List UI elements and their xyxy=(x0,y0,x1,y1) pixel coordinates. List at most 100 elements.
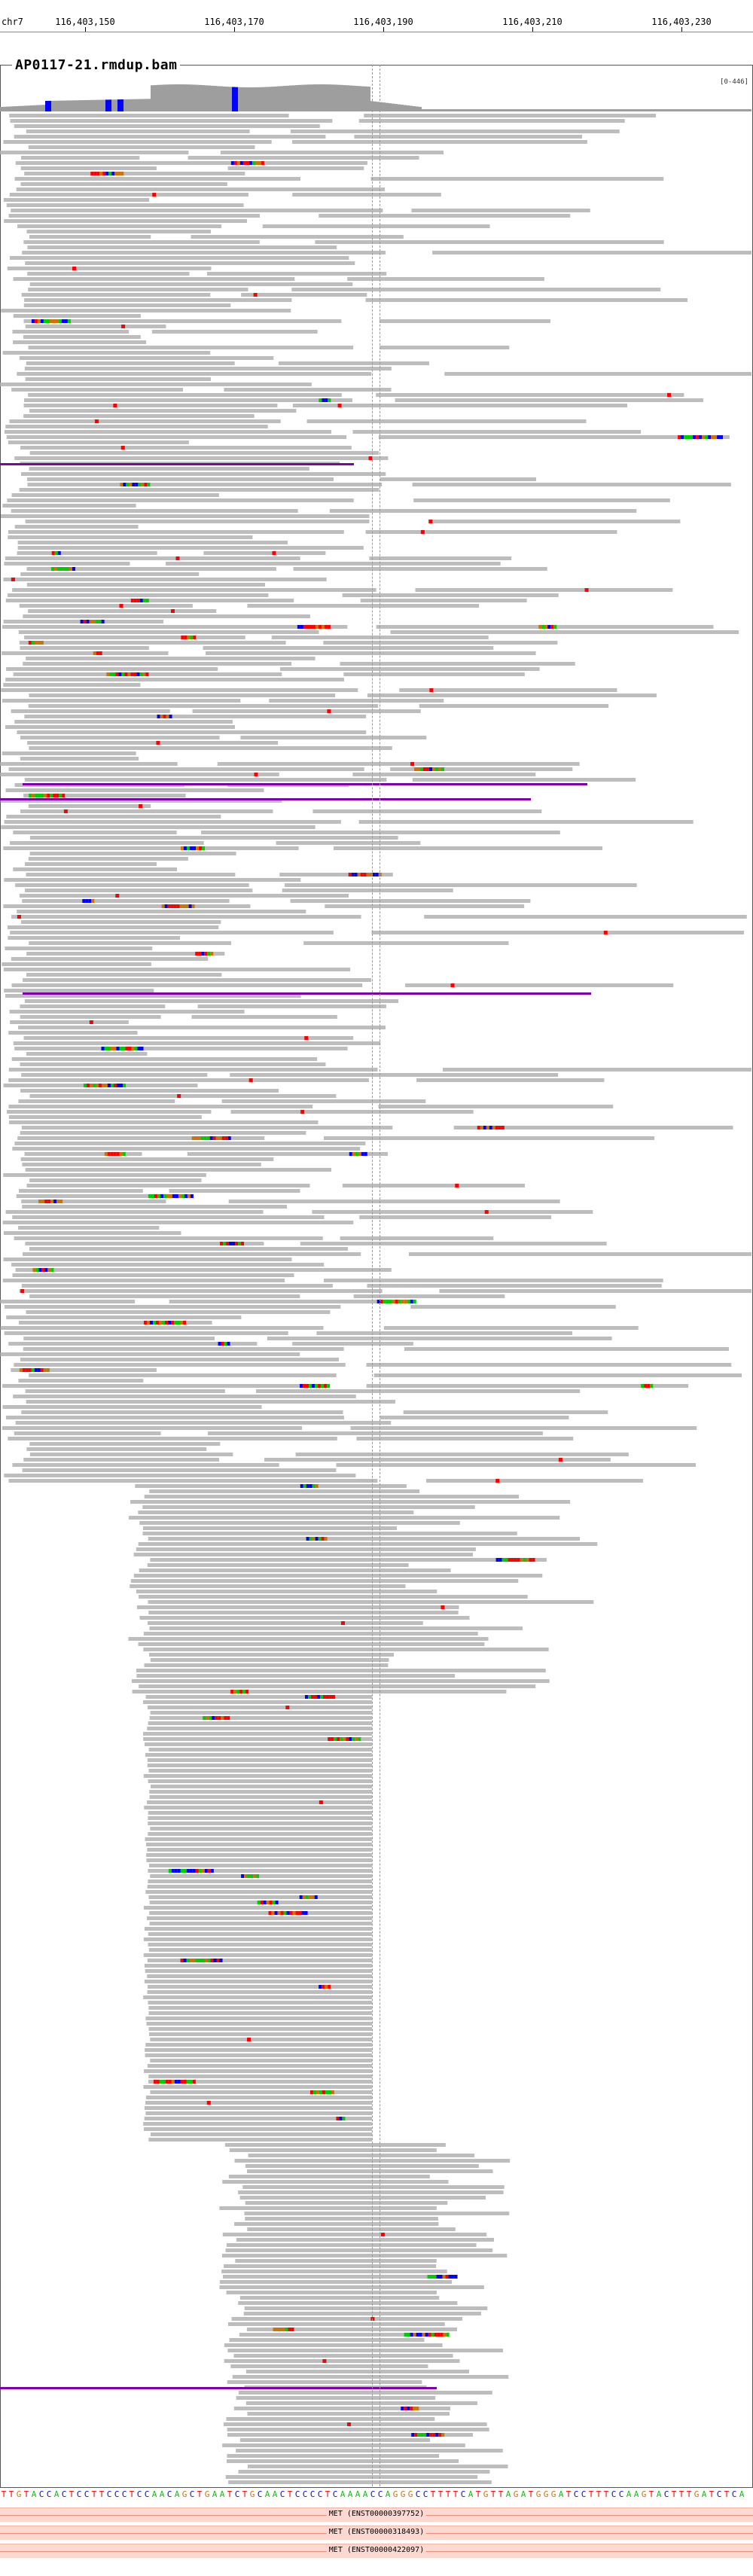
mismatch-base xyxy=(49,319,53,323)
coverage-bar xyxy=(545,109,548,111)
read xyxy=(347,277,544,281)
coverage-bar xyxy=(325,84,328,111)
mismatch-base xyxy=(301,1911,305,1915)
mismatch-base xyxy=(93,651,96,655)
coverage-range-badge: [0-446] xyxy=(720,78,748,86)
coverage-bar xyxy=(735,109,738,111)
read xyxy=(19,356,274,360)
coverage-bar xyxy=(39,105,42,111)
coverage-bar xyxy=(684,109,687,111)
gene-track-row[interactable]: MET (ENST00000318493) xyxy=(0,2526,753,2540)
mismatch-base xyxy=(37,319,41,323)
read xyxy=(0,1352,300,1356)
mismatch-base xyxy=(307,1695,311,1699)
read xyxy=(143,1737,372,1741)
mismatch-base xyxy=(641,1384,645,1388)
mismatch-base xyxy=(116,1152,120,1156)
track-title[interactable]: AP0117-21.rmdup.bam xyxy=(12,57,181,73)
read xyxy=(148,2138,372,2142)
coverage-bar xyxy=(232,87,235,111)
mismatch-base xyxy=(191,1136,195,1140)
read xyxy=(10,119,333,123)
read xyxy=(147,1916,373,1920)
mismatch-base xyxy=(322,1985,325,1989)
mismatch-base xyxy=(186,1959,190,1962)
coverage-bar xyxy=(90,99,93,111)
read xyxy=(11,509,298,513)
mismatch-base xyxy=(209,1136,213,1140)
read xyxy=(22,899,230,903)
mismatch-base xyxy=(72,267,77,270)
read xyxy=(229,2338,425,2342)
mismatch-base xyxy=(312,1384,316,1388)
mismatch-base xyxy=(149,1321,153,1325)
coverage-histogram[interactable] xyxy=(0,78,751,111)
sequence-base: C xyxy=(663,2489,669,2499)
coverage-bar xyxy=(199,84,202,111)
read xyxy=(19,1289,383,1293)
mismatch-base xyxy=(82,899,86,903)
sequence-base: C xyxy=(370,2489,376,2499)
coverage-bar xyxy=(36,105,39,111)
mismatch-base xyxy=(711,435,715,439)
sequence-base: T xyxy=(437,2489,444,2499)
read xyxy=(369,556,512,560)
mismatch-base xyxy=(210,1869,214,1873)
coverage-bar xyxy=(605,109,608,111)
mismatch-base xyxy=(136,599,140,602)
read xyxy=(239,2296,440,2300)
sequence-base: T xyxy=(430,2489,436,2499)
read xyxy=(12,1273,294,1277)
read xyxy=(8,1479,378,1483)
read xyxy=(23,414,255,418)
mismatch-base xyxy=(170,904,174,908)
mismatch-base xyxy=(196,846,200,850)
coverage-bar xyxy=(235,87,238,111)
read xyxy=(21,472,386,476)
read xyxy=(29,282,353,286)
read xyxy=(144,1980,372,1983)
mismatch-base xyxy=(285,2328,288,2331)
read xyxy=(3,1173,206,1177)
coordinate-ruler[interactable]: chr7 116,403,150 116,403,170 116,403,190… xyxy=(0,0,753,32)
sequence-base: G xyxy=(641,2489,647,2499)
gene-track-row[interactable]: MET (ENST00000422097) xyxy=(0,2544,753,2558)
read xyxy=(20,736,220,739)
coverage-bar xyxy=(572,109,575,111)
gene-track-row[interactable]: MET (ENST00000397752) xyxy=(0,2507,753,2522)
coverage-bar xyxy=(383,102,386,111)
read-alignments[interactable] xyxy=(0,113,751,2485)
mismatch-base xyxy=(289,1911,293,1915)
mismatch-base xyxy=(369,873,373,876)
read xyxy=(371,931,745,934)
mismatch-base xyxy=(351,873,355,876)
mismatch-base xyxy=(321,625,325,629)
mismatch-base xyxy=(266,1901,270,1904)
read xyxy=(21,293,211,297)
mismatch-base xyxy=(416,2333,419,2337)
read xyxy=(221,2254,508,2257)
sequence-base: A xyxy=(219,2489,225,2499)
read xyxy=(17,910,306,913)
coverage-bar xyxy=(81,100,84,111)
mismatch-base xyxy=(162,2080,166,2084)
read xyxy=(11,709,170,713)
mismatch-base xyxy=(318,1537,322,1541)
read xyxy=(380,346,510,349)
mismatch-base xyxy=(550,625,554,629)
mismatch-base xyxy=(429,2433,433,2437)
mismatch-base xyxy=(426,2433,430,2437)
coverage-bar xyxy=(93,99,96,111)
read xyxy=(146,1858,372,1862)
read xyxy=(146,1853,372,1857)
coverage-bar xyxy=(410,105,413,111)
insertion-band xyxy=(23,992,591,995)
read xyxy=(20,446,352,450)
mismatch-base xyxy=(247,1874,251,1878)
mismatch-base xyxy=(106,672,110,676)
mismatch-base xyxy=(156,2080,160,2084)
insertion-band xyxy=(0,798,531,800)
mismatch-base xyxy=(342,2117,346,2120)
mismatch-base xyxy=(28,1368,32,1372)
read xyxy=(206,651,536,655)
